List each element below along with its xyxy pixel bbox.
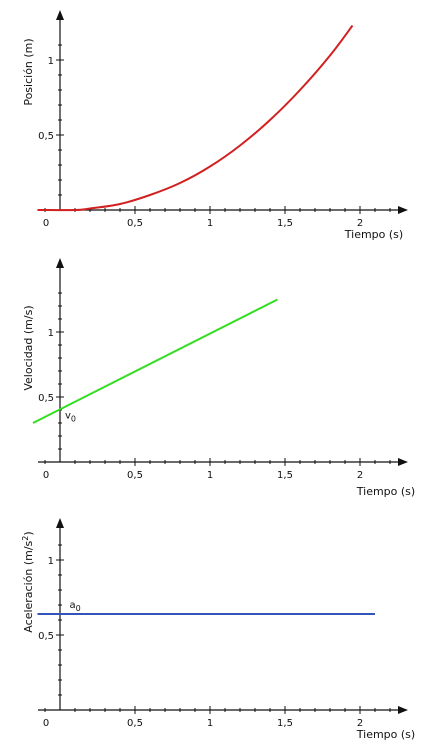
x-tick-label: 1,5	[277, 718, 293, 729]
x-axis-title: Tiempo (s)	[344, 228, 403, 241]
y-tick-label: 1	[48, 556, 54, 567]
major-ticks	[56, 332, 360, 466]
velocity-line	[33, 300, 278, 424]
y-axis-arrow	[56, 518, 64, 528]
x-tick-labels: 0 0,5 1 1,5 2	[43, 470, 363, 481]
y-axis-title: Aceleración (m/s2)	[21, 531, 35, 632]
y-axis	[56, 258, 64, 462]
y-tick-label: 0,5	[38, 393, 54, 404]
x-axis-arrow	[398, 206, 408, 214]
x-tick-label: 1	[207, 718, 213, 729]
minor-ticks	[45, 293, 390, 464]
x-axis-title: Tiempo (s)	[356, 728, 415, 741]
x-tick-label: 1,5	[277, 470, 293, 481]
x-tick-label: 1	[207, 470, 213, 481]
y-axis-arrow	[56, 10, 64, 20]
x-tick-label: 0,5	[127, 470, 143, 481]
y-tick-labels: 0,5 1	[38, 328, 54, 404]
x-tick-label: 0	[43, 470, 49, 481]
minor-ticks	[45, 545, 390, 712]
x-tick-label: 1,5	[277, 218, 293, 229]
x-tick-labels: 0 0,5 1 1,5 2	[43, 218, 363, 229]
minor-ticks	[45, 45, 390, 212]
y-tick-label: 0,5	[38, 631, 54, 642]
y-tick-label: 1	[48, 328, 54, 339]
x-axis-title: Tiempo (s)	[356, 485, 415, 498]
x-tick-label: 0	[43, 218, 49, 229]
x-tick-label: 0,5	[127, 718, 143, 729]
v0-annotation: v0	[65, 411, 76, 424]
major-ticks	[56, 560, 360, 714]
x-axis	[38, 458, 408, 466]
x-tick-label: 1	[207, 218, 213, 229]
y-axis-title: Posición (m)	[22, 38, 35, 105]
x-axis-arrow	[398, 706, 408, 714]
y-tick-labels: 0,5 1	[38, 556, 54, 642]
y-axis-title: Velocidad (m/s)	[22, 305, 35, 390]
x-tick-label: 0,5	[127, 218, 143, 229]
x-axis-arrow	[398, 458, 408, 466]
position-chart: 0 0,5 1 1,5 2 0,5 1 Tiempo (s) Posición …	[22, 10, 408, 241]
a0-annotation: a0	[70, 600, 81, 613]
y-tick-label: 0,5	[38, 131, 54, 142]
velocity-chart: 0 0,5 1 1,5 2 0,5 1 v0 Tiempo (s) Veloci…	[22, 258, 415, 498]
x-tick-label: 2	[357, 470, 363, 481]
y-tick-label: 1	[48, 56, 54, 67]
major-ticks	[56, 60, 360, 214]
acceleration-chart: 0 0,5 1 1,5 2 0,5 1 a0 Tiempo (s) Aceler…	[21, 518, 415, 741]
x-axis	[38, 706, 408, 714]
position-curve	[38, 26, 353, 211]
y-axis-arrow	[56, 258, 64, 268]
x-tick-labels: 0 0,5 1 1,5 2	[43, 718, 363, 729]
x-tick-label: 0	[43, 718, 49, 729]
y-tick-labels: 0,5 1	[38, 56, 54, 142]
